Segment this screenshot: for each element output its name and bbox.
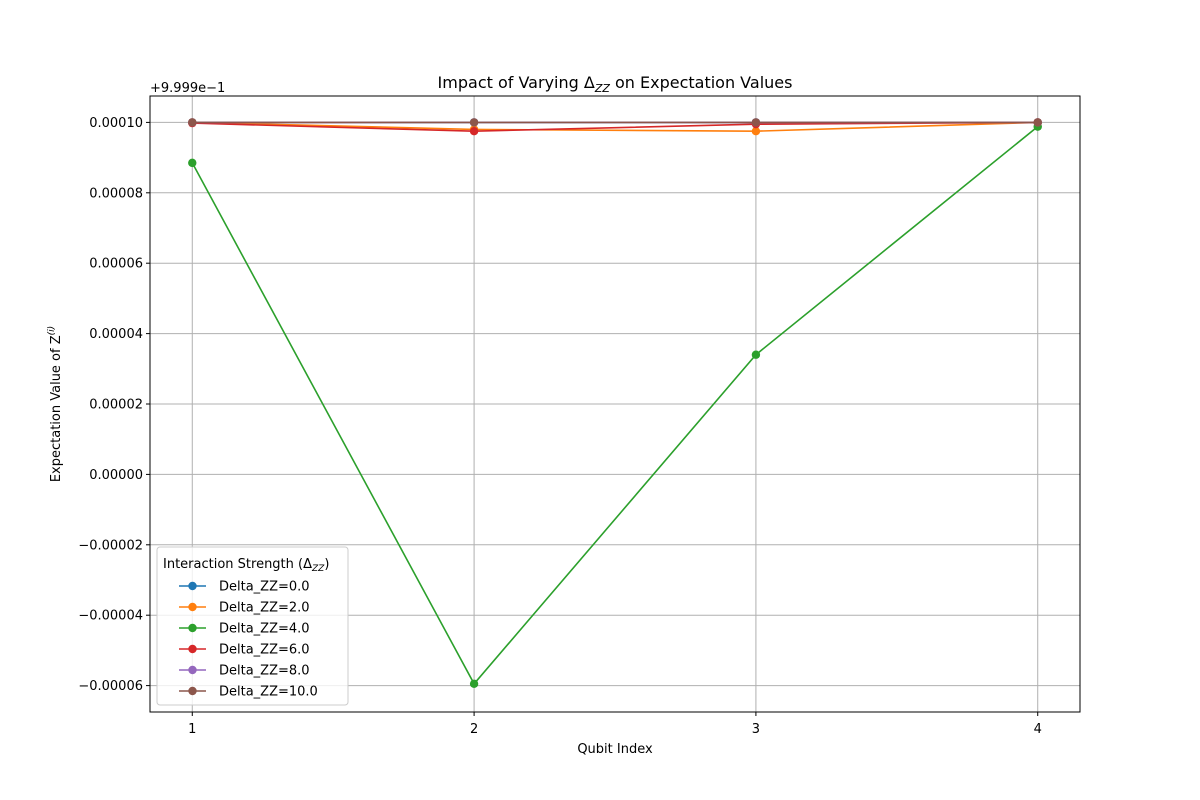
data-point bbox=[188, 158, 197, 168]
x-axis-ticks: 1 2 3 4 bbox=[188, 712, 1042, 737]
legend-marker bbox=[188, 686, 197, 696]
y-offset-text: +9.999e−1 bbox=[150, 81, 225, 96]
legend-label: Delta_ZZ=0.0 bbox=[219, 580, 310, 595]
data-point bbox=[188, 118, 197, 127]
chart-title: Impact of Varying ΔZZ on Expectation Val… bbox=[438, 73, 793, 95]
legend-label: Delta_ZZ=2.0 bbox=[219, 601, 310, 616]
data-point bbox=[751, 350, 761, 359]
data-point bbox=[751, 118, 761, 127]
series-line bbox=[192, 121, 1038, 133]
y-tick-label: 0.00010 bbox=[89, 116, 143, 131]
legend: Interaction Strength (ΔZZ) Delta_ZZ=0.0D… bbox=[156, 546, 349, 706]
y-tick-label: 0.00006 bbox=[89, 257, 143, 272]
legend-item: Delta_ZZ=8.0 bbox=[179, 664, 310, 679]
series-line bbox=[192, 121, 1038, 133]
x-tick-label: 4 bbox=[1034, 722, 1042, 737]
data-point bbox=[1033, 118, 1042, 127]
legend-marker bbox=[188, 581, 197, 591]
legend-item: Delta_ZZ=2.0 bbox=[179, 601, 310, 616]
legend-item: Delta_ZZ=0.0 bbox=[179, 580, 310, 595]
legend-label: Delta_ZZ=8.0 bbox=[219, 664, 310, 679]
x-tick-label: 2 bbox=[470, 722, 478, 737]
y-tick-label: 0.00004 bbox=[89, 327, 143, 342]
legend-label: Delta_ZZ=6.0 bbox=[219, 643, 310, 658]
legend-item: Delta_ZZ=6.0 bbox=[179, 643, 310, 658]
y-tick-label: −0.00004 bbox=[78, 609, 143, 624]
legend-item: Delta_ZZ=4.0 bbox=[179, 622, 310, 637]
x-tick-label: 3 bbox=[752, 722, 760, 737]
x-axis-label: Qubit Index bbox=[577, 742, 653, 757]
data-point bbox=[469, 118, 479, 127]
legend-label: Delta_ZZ=10.0 bbox=[219, 685, 318, 700]
legend-items: Delta_ZZ=0.0 Delta_ZZ=2.0 Delta_ZZ=4.0 Delt… bbox=[179, 580, 318, 700]
legend-marker bbox=[188, 602, 197, 612]
y-tick-label: 0.00000 bbox=[89, 468, 143, 483]
legend-label: Delta_ZZ=4.0 bbox=[219, 622, 310, 637]
y-axis-label: Expectation Value of Z(i) bbox=[47, 326, 64, 482]
legend-marker bbox=[188, 665, 197, 675]
legend-marker bbox=[188, 623, 197, 633]
legend-item: Delta_ZZ=10.0 bbox=[179, 685, 318, 700]
y-axis-ticks: −0.00006 −0.00004 −0.00002 0.00000 0.00002 0.… bbox=[78, 116, 150, 694]
series-6 bbox=[188, 118, 1042, 127]
legend-marker bbox=[188, 644, 197, 654]
series-line bbox=[191, 125, 1039, 686]
y-tick-label: 0.00008 bbox=[89, 186, 143, 201]
y-tick-label: −0.00006 bbox=[78, 679, 143, 694]
y-tick-label: −0.00002 bbox=[78, 538, 143, 553]
x-tick-label: 1 bbox=[188, 722, 196, 737]
series-layer bbox=[188, 118, 1042, 689]
data-point bbox=[469, 127, 479, 136]
data-point bbox=[751, 127, 761, 136]
legend-title: Interaction Strength (ΔZZ) bbox=[163, 557, 329, 574]
y-tick-label: 0.00002 bbox=[89, 398, 143, 413]
data-point bbox=[469, 679, 479, 689]
